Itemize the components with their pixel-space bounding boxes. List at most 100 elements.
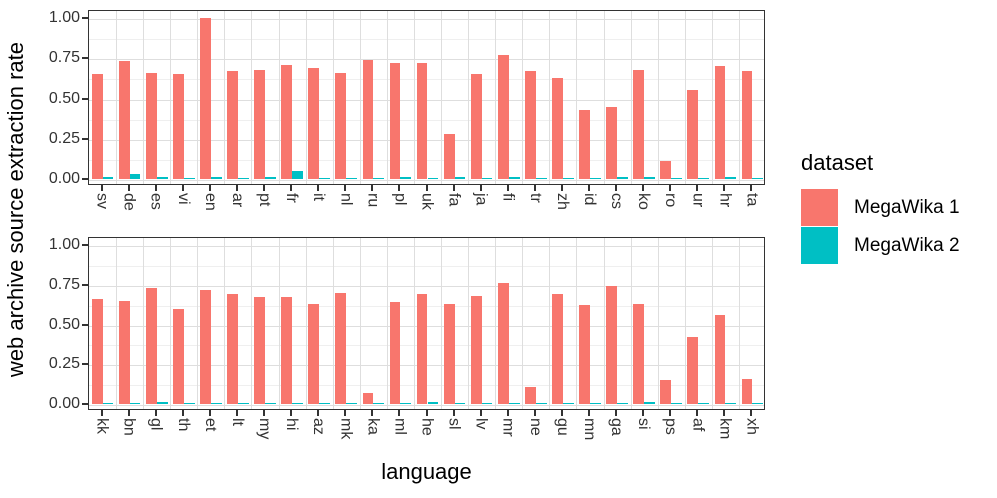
bar-megawika2-uk bbox=[427, 178, 439, 179]
gridline-v bbox=[332, 11, 334, 184]
gridline-v bbox=[305, 11, 307, 184]
bar-megawika2-af bbox=[698, 403, 710, 404]
bar-megawika2-lv bbox=[481, 403, 493, 404]
gridline-v bbox=[603, 11, 605, 184]
bar-megawika1-mr bbox=[497, 283, 509, 404]
x-tick-mark bbox=[344, 410, 347, 416]
gridline-v bbox=[495, 11, 497, 184]
x-labels-top: sv de es vi en ar pt fr it nl ru pl uk fa ja fi tr zh id cs… bbox=[88, 193, 765, 237]
bar-megawika1-az bbox=[308, 303, 320, 404]
gridline-v bbox=[711, 11, 713, 184]
x-tick-mark bbox=[290, 410, 293, 416]
gridline-v bbox=[413, 11, 415, 184]
bar-megawika1-ar bbox=[227, 71, 238, 179]
x-tick-label-hi: hi bbox=[283, 418, 301, 431]
y-axis-bottom: 0.00 0.25 0.50 0.75 1.00 bbox=[0, 236, 88, 412]
bar-megawika1-cs bbox=[606, 106, 618, 179]
x-tick-label-ja: ja bbox=[472, 193, 490, 206]
y-tick-label: 1.00 bbox=[48, 236, 80, 253]
gridline-v bbox=[522, 238, 524, 409]
gridline-v bbox=[386, 11, 388, 184]
gridline-v bbox=[657, 11, 659, 184]
legend-item-megawika1: MegaWika 1 bbox=[801, 189, 991, 226]
x-tick-mark bbox=[615, 410, 618, 416]
x-tick-label-uk: uk bbox=[418, 193, 436, 210]
bar-megawika2-ro bbox=[671, 178, 683, 179]
bar-megawika2-et bbox=[210, 403, 222, 404]
x-axis-title: language bbox=[381, 459, 472, 484]
bar-megawika2-mn bbox=[589, 403, 601, 404]
x-tick-mark bbox=[750, 185, 753, 191]
gridline-v bbox=[495, 238, 497, 409]
x-tick-label-ga: ga bbox=[608, 418, 626, 436]
bar-megawika1-ka bbox=[362, 392, 374, 404]
x-tick-mark bbox=[208, 410, 211, 416]
bar-megawika2-vi bbox=[183, 178, 195, 179]
bar-megawika2-hr bbox=[725, 177, 737, 179]
bar-megawika2-bn bbox=[129, 403, 141, 404]
y-axis-top: 0.00 0.25 0.50 0.75 1.00 bbox=[0, 9, 88, 187]
gridline-v bbox=[278, 238, 280, 409]
legend: dataset MegaWika 1 MegaWika 2 bbox=[801, 150, 991, 265]
bar-megawika1-xh bbox=[741, 378, 753, 404]
bar-megawika2-ar bbox=[237, 178, 249, 179]
gridline-v bbox=[170, 11, 172, 184]
x-tick-mark bbox=[344, 185, 347, 191]
gridline-v bbox=[278, 11, 280, 184]
gridline-v bbox=[224, 11, 226, 184]
x-tick-label-it: it bbox=[310, 193, 328, 201]
bar-megawika2-cs bbox=[617, 177, 628, 179]
bar-megawika1-sv bbox=[91, 74, 103, 179]
y-tick-label: 1.00 bbox=[48, 9, 80, 26]
bar-megawika2-fi bbox=[508, 177, 520, 179]
bar-megawika1-mk bbox=[335, 292, 347, 404]
x-tick-label-fr: fr bbox=[283, 193, 301, 203]
bar-megawika1-et bbox=[200, 289, 211, 404]
x-tick-label-id: id bbox=[580, 193, 598, 206]
x-tick-label-ar: ar bbox=[228, 193, 246, 208]
bar-megawika2-sv bbox=[102, 177, 114, 179]
x-tick-mark bbox=[263, 185, 266, 191]
bar-megawika2-ne bbox=[535, 403, 547, 404]
gridline-v bbox=[576, 238, 578, 409]
x-tick-label-xh: xh bbox=[743, 418, 761, 435]
bar-megawika1-es bbox=[145, 72, 157, 179]
bar-megawika2-mr bbox=[508, 403, 520, 404]
x-tick-label-pt: pt bbox=[256, 193, 274, 207]
gridline-v bbox=[251, 11, 253, 184]
bar-megawika2-si bbox=[644, 402, 655, 404]
x-tick-mark bbox=[154, 185, 157, 191]
x-tick-mark bbox=[560, 410, 563, 416]
x-tick-label-ro: ro bbox=[662, 193, 680, 208]
bar-megawika1-he bbox=[416, 294, 428, 404]
gridline-h-major bbox=[89, 246, 764, 247]
bar-megawika1-de bbox=[118, 61, 130, 179]
bar-megawika2-ja bbox=[481, 178, 493, 179]
bar-megawika1-km bbox=[714, 314, 726, 404]
gridline-h-minor bbox=[89, 265, 764, 267]
bar-megawika1-uk bbox=[416, 63, 428, 179]
gridline-v bbox=[441, 238, 443, 409]
y-tick-mark bbox=[82, 323, 88, 326]
bar-megawika1-lt bbox=[227, 294, 238, 404]
x-tick-mark bbox=[506, 185, 509, 191]
bar-megawika1-ko bbox=[633, 69, 645, 179]
bar-megawika1-tr bbox=[524, 71, 536, 179]
gridline-v bbox=[684, 238, 686, 409]
x-tick-mark bbox=[642, 185, 645, 191]
gridline-h-major bbox=[89, 180, 764, 181]
bar-megawika2-it bbox=[319, 178, 330, 179]
bar-megawika1-it bbox=[308, 67, 320, 179]
x-tick-mark bbox=[100, 185, 103, 191]
bar-megawika1-ne bbox=[524, 386, 536, 404]
x-tick-mark bbox=[398, 410, 401, 416]
y-tick-mark bbox=[82, 57, 88, 60]
gridline-h-major bbox=[89, 19, 764, 20]
gridline-v bbox=[630, 238, 632, 409]
y-tick-label: 0.50 bbox=[48, 89, 80, 107]
x-tick-label-zh: zh bbox=[553, 193, 571, 210]
bar-megawika2-tr bbox=[535, 178, 547, 179]
x-tick-mark bbox=[181, 185, 184, 191]
x-tick-mark bbox=[425, 410, 428, 416]
x-tick-mark bbox=[696, 410, 699, 416]
